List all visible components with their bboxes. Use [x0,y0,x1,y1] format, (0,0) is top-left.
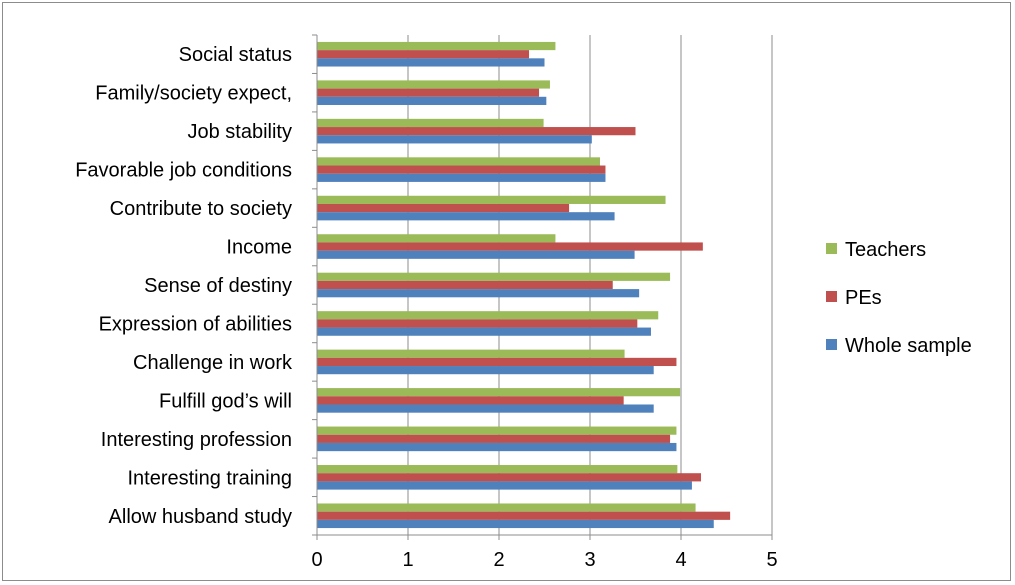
legend-swatch [826,243,837,254]
bar-teachers [317,465,678,474]
bar-teachers [317,41,556,51]
bar-pes [317,50,530,59]
category-label: Challenge in work [133,352,293,374]
bar-teachers [317,118,544,128]
legend: Teachers PEs Whole sample [826,239,972,357]
bar-teachers [317,234,556,243]
category-label: Allow husband study [109,506,292,528]
bar-pes [317,511,731,520]
bar-pes [317,319,638,328]
bar-whole-sample [317,212,615,221]
tick-label: 3 [584,549,595,571]
category-labels: Social status Family/society expect, Job s… [75,44,293,528]
tick-label: 5 [766,549,777,571]
bar-pes [317,357,677,367]
bar-teachers [317,157,601,166]
category-label: Expression of abilities [99,313,292,335]
tick-label: 0 [311,549,322,571]
bar-whole-sample [317,327,651,336]
bar-whole-sample [317,519,714,529]
bar-teachers [317,272,671,281]
value-axis [312,34,773,540]
tick-label: 2 [493,549,504,571]
bar-pes [317,242,703,251]
tick-label: 1 [402,549,413,571]
category-label: Interesting training [127,467,292,489]
tick-labels: 0 1 2 3 4 5 [311,549,777,571]
category-label: Sense of destiny [144,275,292,297]
bar-whole-sample [317,442,677,452]
legend-label: Teachers [845,239,926,261]
category-label: Interesting profession [101,429,292,451]
bar-whole-sample [317,481,692,490]
legend-swatch [826,339,837,350]
legend-label: PEs [845,287,882,309]
bar-teachers [317,388,681,397]
bar-teachers [317,503,696,512]
category-label: Family/society expect, [95,83,292,105]
bar-pes [317,280,613,290]
category-label: Income [226,237,292,259]
category-label: Contribute to society [110,198,292,220]
legend-swatch [826,291,837,302]
bar-pes [317,473,702,482]
category-label: Social status [179,44,292,66]
legend-label: Whole sample [845,335,972,357]
category-label: Favorable job conditions [75,160,292,182]
bar-whole-sample [317,404,654,413]
bar-pes [317,127,636,136]
bar-whole-sample [317,173,606,182]
tick-label: 4 [675,549,686,571]
bar-whole-sample [317,250,635,259]
category-label: Fulfill god’s will [159,390,292,412]
bar-whole-sample [317,96,547,105]
bar-pes [317,88,540,97]
bar-whole-sample [317,289,640,298]
bar-teachers [317,349,625,358]
category-label: Job stability [188,121,293,143]
bar-whole-sample [317,135,592,144]
bar-pes [317,434,671,443]
bar-pes [317,396,624,405]
bar-pes [317,165,606,174]
bar-teachers [317,426,677,435]
bar-teachers [317,195,666,204]
bar-whole-sample [317,366,654,375]
bar-whole-sample [317,58,545,67]
bars [317,41,731,529]
bar-pes [317,203,570,213]
bar-teachers [317,80,550,89]
bar-teachers [317,311,659,320]
